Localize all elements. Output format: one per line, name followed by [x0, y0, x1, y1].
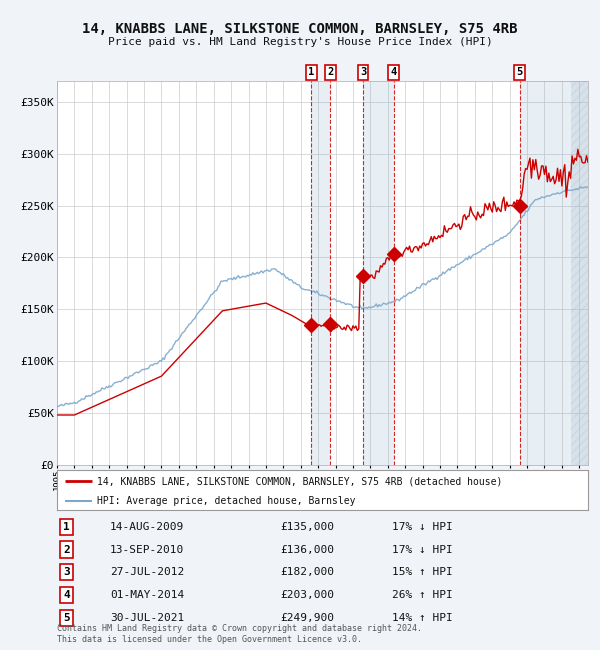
Bar — [363, 81, 394, 465]
Text: 14% ↑ HPI: 14% ↑ HPI — [392, 613, 452, 623]
Bar — [571, 81, 588, 465]
Bar — [520, 81, 588, 465]
Text: Contains HM Land Registry data © Crown copyright and database right 2024.
This d: Contains HM Land Registry data © Crown c… — [57, 624, 422, 644]
Text: £135,000: £135,000 — [280, 522, 334, 532]
Text: HPI: Average price, detached house, Barnsley: HPI: Average price, detached house, Barn… — [97, 495, 355, 506]
Text: 27-JUL-2012: 27-JUL-2012 — [110, 567, 184, 577]
Text: 15% ↑ HPI: 15% ↑ HPI — [392, 567, 452, 577]
Text: 17% ↓ HPI: 17% ↓ HPI — [392, 522, 452, 532]
Text: Price paid vs. HM Land Registry's House Price Index (HPI): Price paid vs. HM Land Registry's House … — [107, 37, 493, 47]
Text: 17% ↓ HPI: 17% ↓ HPI — [392, 545, 452, 554]
Text: 3: 3 — [63, 567, 70, 577]
Text: 01-MAY-2014: 01-MAY-2014 — [110, 590, 184, 600]
Text: 14, KNABBS LANE, SILKSTONE COMMON, BARNSLEY, S75 4RB (detached house): 14, KNABBS LANE, SILKSTONE COMMON, BARNS… — [97, 476, 502, 486]
Text: 14-AUG-2009: 14-AUG-2009 — [110, 522, 184, 532]
Text: £249,900: £249,900 — [280, 613, 334, 623]
Text: 5: 5 — [63, 613, 70, 623]
Text: 4: 4 — [391, 68, 397, 77]
Text: 26% ↑ HPI: 26% ↑ HPI — [392, 590, 452, 600]
Text: 30-JUL-2021: 30-JUL-2021 — [110, 613, 184, 623]
Text: 1: 1 — [308, 68, 314, 77]
Text: £203,000: £203,000 — [280, 590, 334, 600]
Text: 2: 2 — [63, 545, 70, 554]
Text: £182,000: £182,000 — [280, 567, 334, 577]
Text: 4: 4 — [63, 590, 70, 600]
Bar — [311, 81, 331, 465]
Text: 5: 5 — [517, 68, 523, 77]
Text: 3: 3 — [360, 68, 366, 77]
Text: 1: 1 — [63, 522, 70, 532]
Text: 14, KNABBS LANE, SILKSTONE COMMON, BARNSLEY, S75 4RB: 14, KNABBS LANE, SILKSTONE COMMON, BARNS… — [82, 22, 518, 36]
Text: 13-SEP-2010: 13-SEP-2010 — [110, 545, 184, 554]
Text: 2: 2 — [328, 68, 334, 77]
Text: £136,000: £136,000 — [280, 545, 334, 554]
